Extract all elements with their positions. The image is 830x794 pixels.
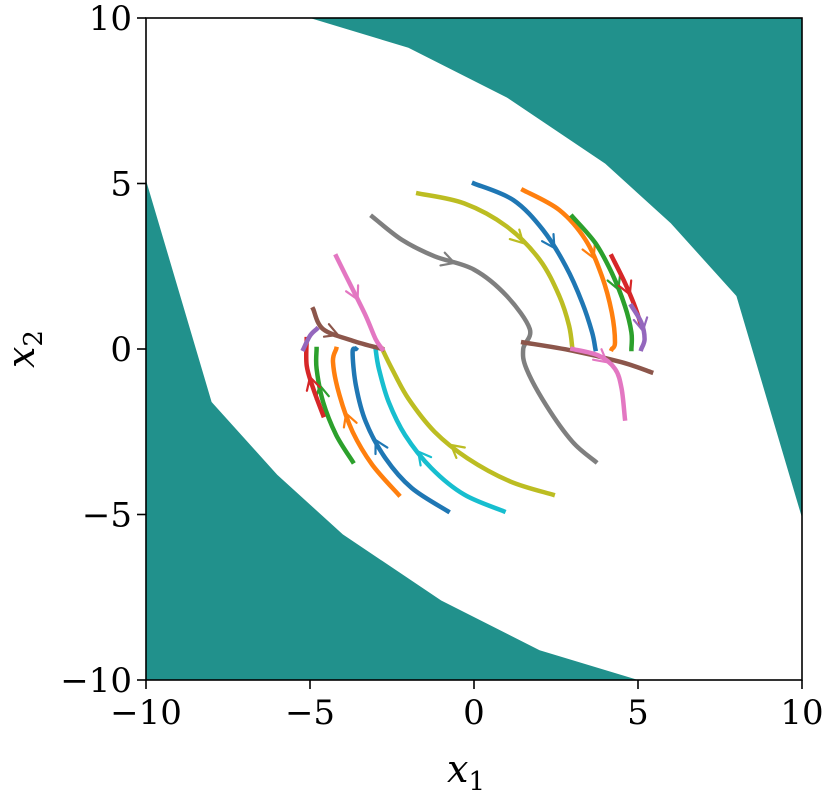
trajectory-2 (471, 180, 599, 352)
trajectory-9 (569, 346, 628, 422)
y-tick-label: −5 (82, 496, 132, 536)
trajectory-12-arrow (374, 437, 389, 456)
x-tick-label: −5 (285, 693, 335, 733)
trajectory-2-arrow (541, 233, 556, 250)
y-tick-label: 5 (110, 165, 132, 205)
trajectory-3-arrow (606, 274, 622, 292)
trajectory-13-arrow (416, 449, 433, 467)
x-tick-label: 0 (463, 693, 485, 733)
y-axis-label: x2 (0, 330, 49, 368)
x-tick-label: 10 (780, 693, 823, 733)
trajectory-16 (300, 325, 320, 353)
trajectory-18-arrow (345, 284, 360, 302)
x-axis-label: x1 (447, 747, 485, 794)
x-tick-label: −10 (110, 693, 182, 733)
x-tick-label: 5 (627, 693, 649, 733)
trajectory-12 (350, 345, 451, 515)
trajectory-10 (313, 346, 356, 465)
trajectory-7 (369, 213, 599, 465)
trajectory-9-arrow (592, 348, 609, 364)
teal-region-layer (146, 18, 802, 680)
trajectory-14-arrow (449, 443, 466, 459)
trajectory-6 (415, 190, 575, 352)
trajectory-4-arrow (617, 279, 633, 297)
y-tick-label: 0 (110, 330, 132, 370)
trajectory-15-arrow (305, 374, 321, 392)
trajectory-13 (373, 346, 507, 515)
trajectory-14 (379, 345, 556, 498)
trajectory-17-arrow (322, 323, 341, 338)
y-tick-label: 10 (89, 0, 132, 39)
trajectory-5-arrow (632, 316, 649, 334)
trajectory-layer (300, 180, 654, 515)
trajectory-18 (333, 253, 386, 353)
teal-region-lower-left (146, 180, 638, 680)
trajectory-7-arrow (439, 251, 457, 267)
trajectory-11-arrow (342, 411, 358, 429)
trajectory-1-arrow (581, 242, 596, 261)
y-tick-label: −10 (60, 661, 132, 701)
trajectory-1 (520, 187, 618, 352)
teal-region-upper-right (310, 18, 802, 518)
tick-layer: −10 −5 0 5 10 −10 −5 0 5 10 (60, 0, 823, 733)
trajectory-6-arrow (508, 228, 525, 245)
